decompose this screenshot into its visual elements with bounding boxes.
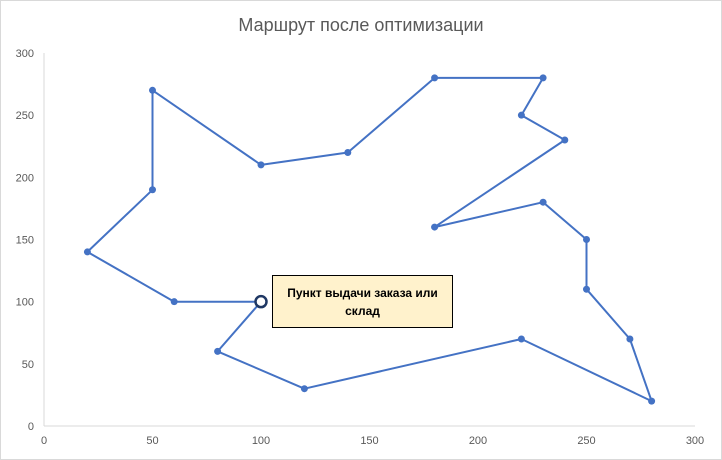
x-tick-label: 150 xyxy=(360,435,378,447)
y-tick-label: 50 xyxy=(22,359,34,371)
route-point xyxy=(214,347,222,355)
route-point xyxy=(170,298,178,306)
y-tick-label: 150 xyxy=(16,235,34,247)
depot-marker xyxy=(254,294,268,309)
x-tick-label: 200 xyxy=(469,435,487,447)
y-tick-label: 300 xyxy=(16,48,34,60)
route-point xyxy=(149,86,156,94)
route-point xyxy=(583,285,590,293)
route-point xyxy=(517,111,525,119)
y-tick-label: 0 xyxy=(28,421,34,433)
route-point xyxy=(344,148,352,156)
chart-title: Маршрут после оптимизации xyxy=(238,15,484,35)
route-point xyxy=(149,186,156,194)
route-point xyxy=(257,161,265,169)
route-point xyxy=(561,136,569,144)
x-tick-label: 250 xyxy=(577,435,595,447)
route-point xyxy=(431,223,439,231)
route-point xyxy=(583,236,590,243)
x-tick-label: 300 xyxy=(686,435,704,447)
y-tick-label: 200 xyxy=(16,172,34,184)
y-tick-label: 100 xyxy=(16,297,34,309)
x-tick-label: 0 xyxy=(41,435,47,447)
route-point xyxy=(626,335,634,343)
y-tick-label: 250 xyxy=(16,110,34,122)
x-tick-label: 100 xyxy=(252,435,270,447)
depot-callout: Пункт выдачи заказа или склад xyxy=(272,275,453,328)
route-point xyxy=(517,335,525,343)
x-tick-label: 50 xyxy=(146,435,158,447)
route-point xyxy=(539,74,547,82)
route-point xyxy=(431,74,439,82)
route-point xyxy=(300,385,308,393)
route-point xyxy=(648,397,656,405)
route-point xyxy=(539,198,547,206)
route-point xyxy=(83,248,91,256)
route-line xyxy=(86,76,653,403)
